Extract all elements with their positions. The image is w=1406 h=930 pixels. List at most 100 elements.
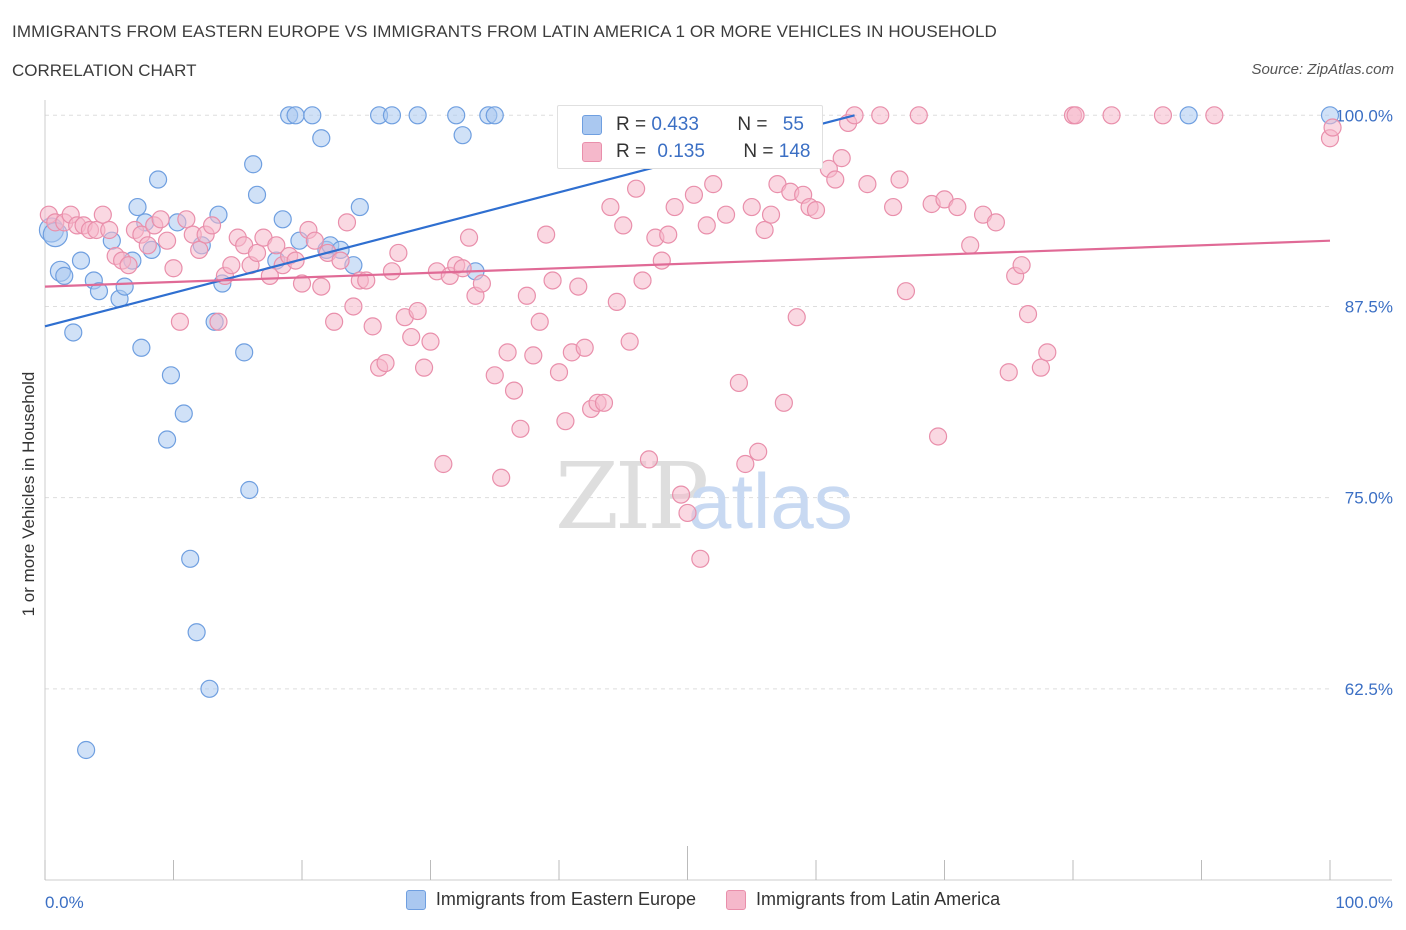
point-pink bbox=[190, 240, 209, 259]
point-blue bbox=[64, 323, 83, 342]
y-axis-label: 1 or more Vehicles in Household bbox=[19, 372, 38, 617]
y-tick-label: 62.5% bbox=[1345, 680, 1393, 699]
point-pink bbox=[222, 256, 241, 275]
stats-swatch-blue bbox=[582, 115, 602, 135]
point-pink bbox=[382, 262, 402, 281]
point-pink bbox=[626, 179, 646, 198]
point-pink bbox=[1323, 118, 1342, 137]
chart-subtitle: CORRELATION CHART bbox=[12, 61, 197, 80]
point-blue bbox=[382, 106, 402, 125]
stats-n-label-pink: N = bbox=[743, 141, 779, 162]
point-pink bbox=[549, 363, 569, 382]
point-pink bbox=[157, 231, 177, 250]
point-pink bbox=[344, 297, 363, 316]
point-pink bbox=[704, 175, 723, 194]
point-blue bbox=[132, 338, 151, 357]
point-blue bbox=[200, 679, 219, 698]
x-tick-label: 100.0% bbox=[1335, 893, 1393, 912]
stats-row-pink: R = 0.135 N = 148 bbox=[582, 140, 810, 164]
point-pink bbox=[389, 243, 408, 263]
point-pink bbox=[202, 216, 222, 235]
point-pink bbox=[928, 427, 948, 446]
point-pink bbox=[607, 292, 626, 311]
point-pink bbox=[890, 170, 909, 189]
legend-item-pink[interactable]: Immigrants from Latin America bbox=[726, 889, 1000, 910]
point-pink bbox=[511, 419, 530, 438]
point-pink bbox=[691, 549, 710, 568]
legend-swatch-blue bbox=[405, 889, 426, 910]
point-blue bbox=[303, 106, 322, 125]
point-blue bbox=[235, 343, 254, 362]
point-pink bbox=[312, 277, 331, 296]
point-pink bbox=[492, 468, 511, 487]
point-pink bbox=[93, 205, 112, 224]
point-pink bbox=[749, 442, 768, 461]
point-pink bbox=[678, 503, 697, 523]
point-pink bbox=[337, 213, 357, 232]
y-tick-label: 100.0% bbox=[1335, 106, 1393, 125]
point-pink bbox=[1038, 343, 1057, 362]
point-pink bbox=[434, 454, 453, 474]
point-pink bbox=[459, 228, 479, 247]
point-pink bbox=[761, 205, 781, 224]
point-pink bbox=[697, 216, 716, 235]
point-pink bbox=[961, 236, 980, 255]
point-pink bbox=[537, 225, 556, 244]
point-pink bbox=[331, 251, 350, 270]
y-tick-label: 87.5% bbox=[1345, 297, 1393, 316]
point-pink bbox=[119, 256, 138, 275]
point-pink bbox=[138, 236, 157, 255]
point-pink bbox=[408, 301, 427, 321]
point-pink bbox=[909, 106, 928, 125]
point-blue bbox=[244, 155, 263, 174]
x-tick-label: 0.0% bbox=[45, 893, 84, 912]
point-pink bbox=[716, 205, 736, 224]
point-blue bbox=[89, 282, 109, 301]
point-blue bbox=[161, 366, 181, 385]
point-pink bbox=[543, 271, 562, 290]
point-pink bbox=[164, 259, 183, 278]
point-blue bbox=[181, 549, 200, 568]
point-pink bbox=[305, 231, 324, 250]
y-tick-label: 75.0% bbox=[1345, 489, 1393, 508]
point-blue bbox=[240, 480, 259, 500]
point-pink bbox=[1066, 106, 1085, 125]
point-pink bbox=[472, 274, 491, 293]
stats-row-blue: R = 0.433 N = 55 bbox=[582, 113, 804, 137]
point-pink bbox=[376, 353, 395, 373]
point-pink bbox=[633, 271, 652, 290]
point-pink bbox=[684, 185, 704, 204]
point-pink bbox=[858, 175, 877, 194]
point-pink bbox=[652, 251, 671, 270]
point-pink bbox=[1018, 305, 1038, 324]
point-pink bbox=[639, 450, 659, 469]
point-blue bbox=[187, 623, 206, 642]
point-blue bbox=[55, 266, 74, 285]
legend: Immigrants from Eastern Europe Immigrant… bbox=[0, 889, 1406, 910]
point-pink bbox=[247, 243, 267, 263]
stats-r-value-pink: 0.135 bbox=[657, 141, 705, 162]
point-pink bbox=[421, 332, 440, 351]
point-pink bbox=[325, 312, 344, 331]
point-pink bbox=[504, 381, 524, 400]
point-blue bbox=[148, 170, 168, 189]
point-pink bbox=[414, 358, 434, 377]
legend-label-pink: Immigrants from Latin America bbox=[756, 889, 1001, 909]
point-pink bbox=[883, 197, 903, 217]
point-pink bbox=[787, 308, 806, 327]
point-pink bbox=[524, 346, 543, 365]
point-pink bbox=[665, 197, 684, 217]
point-pink bbox=[100, 220, 119, 240]
point-blue bbox=[71, 251, 91, 270]
point-blue bbox=[447, 106, 466, 125]
point-pink bbox=[871, 106, 890, 125]
point-pink bbox=[292, 274, 312, 293]
legend-label-blue: Immigrants from Eastern Europe bbox=[435, 889, 697, 909]
legend-item-blue[interactable]: Immigrants from Eastern Europe bbox=[405, 889, 697, 910]
stats-box: R = 0.433 N = 55 R = 0.135 N = 148 bbox=[557, 105, 823, 169]
point-pink bbox=[485, 366, 504, 385]
point-blue bbox=[247, 185, 267, 204]
point-pink bbox=[556, 412, 575, 431]
point-blue bbox=[273, 210, 292, 229]
point-pink bbox=[1012, 256, 1031, 275]
